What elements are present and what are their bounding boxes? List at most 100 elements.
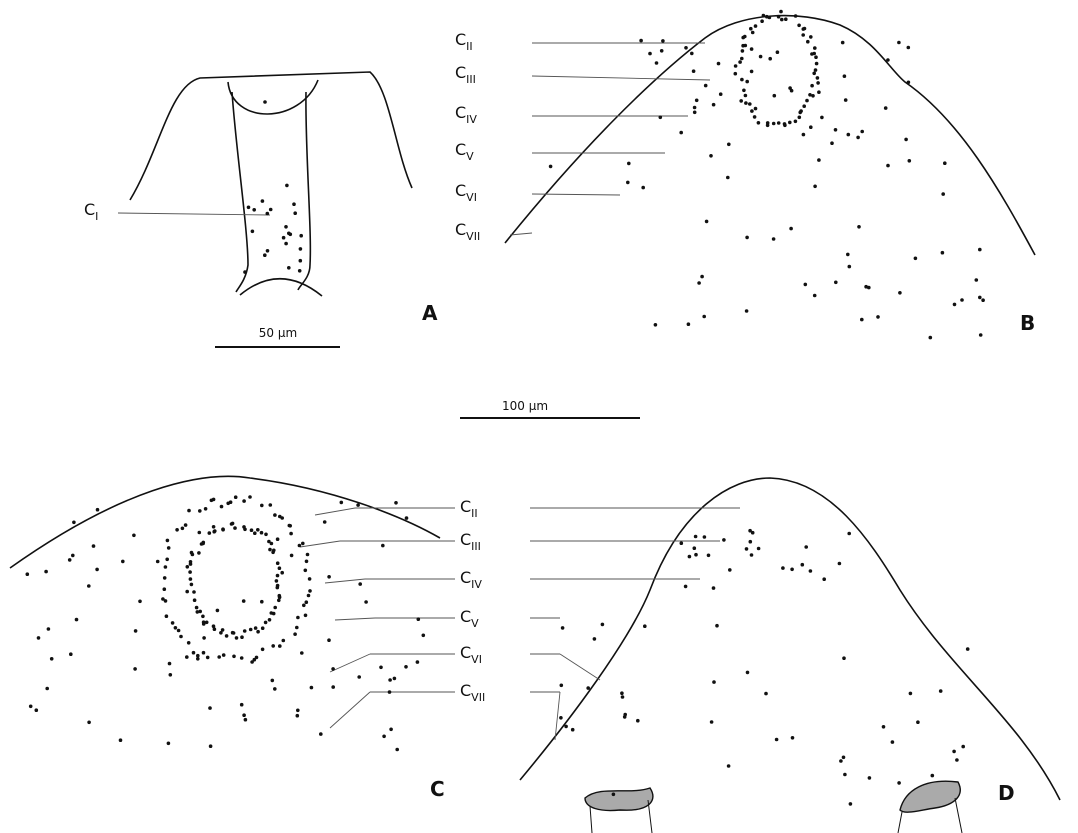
dot	[323, 520, 327, 524]
dot	[728, 568, 732, 572]
dot	[273, 606, 277, 610]
dot	[190, 583, 194, 587]
label-sub: III	[471, 540, 481, 553]
dot	[857, 225, 861, 229]
dot	[231, 631, 235, 635]
dot	[306, 553, 310, 557]
dot	[193, 598, 197, 602]
dot	[776, 50, 780, 54]
outline-a-arc	[240, 279, 322, 296]
dot	[364, 600, 368, 604]
dot	[745, 80, 749, 84]
dot	[816, 76, 820, 80]
dot	[235, 636, 239, 640]
dot	[268, 548, 272, 552]
dot	[654, 323, 658, 327]
dot	[688, 555, 692, 559]
dot	[693, 106, 697, 110]
dot	[204, 507, 208, 511]
dot	[356, 503, 360, 507]
dot	[133, 667, 137, 671]
dot	[812, 52, 816, 56]
label-sub: I	[95, 210, 98, 223]
dot	[794, 14, 798, 18]
outline-d	[520, 478, 1060, 800]
dot	[232, 655, 236, 659]
dot	[191, 553, 195, 557]
dot	[271, 679, 275, 683]
dot	[898, 291, 902, 295]
dot	[302, 604, 306, 608]
dot	[206, 656, 210, 660]
dot	[307, 594, 311, 598]
dot	[280, 516, 284, 520]
dot	[278, 595, 282, 599]
dot	[775, 738, 779, 742]
dot	[264, 621, 268, 625]
dot	[907, 46, 911, 50]
dot	[284, 225, 288, 229]
leader-line	[315, 508, 355, 515]
dot	[848, 265, 852, 269]
dot	[703, 535, 707, 539]
dot	[842, 756, 846, 760]
dot	[288, 524, 292, 528]
dot	[788, 121, 792, 125]
dot	[327, 575, 331, 579]
dot	[953, 303, 957, 307]
dot	[161, 597, 165, 601]
label: CII	[460, 497, 478, 520]
outline-a-bowl	[228, 80, 318, 114]
dot	[726, 176, 730, 180]
dot	[192, 590, 196, 594]
dot	[754, 24, 758, 28]
dot	[809, 569, 813, 573]
dot	[564, 725, 568, 729]
label-main: C	[455, 30, 466, 49]
dot	[260, 531, 264, 535]
dot	[243, 528, 247, 532]
label: CVI	[460, 643, 482, 666]
dot	[273, 687, 277, 691]
label-sub: II	[471, 507, 478, 520]
dot	[740, 78, 744, 82]
dot	[71, 554, 75, 558]
dot	[798, 111, 802, 115]
dot	[943, 161, 947, 165]
dot	[860, 318, 864, 322]
dot	[704, 84, 708, 88]
label-main: C	[455, 220, 466, 239]
dot	[745, 309, 749, 313]
dot	[276, 574, 280, 578]
dot	[817, 158, 821, 162]
dot	[659, 116, 663, 120]
dot	[250, 660, 254, 664]
dot	[891, 740, 895, 744]
dot	[734, 64, 738, 68]
dot	[717, 62, 721, 66]
dot	[834, 128, 838, 132]
dot	[250, 528, 254, 532]
dot	[941, 251, 945, 255]
figure: 50 µm A B 100 µm C D CICIICIIICIVCVCVICV…	[0, 0, 1078, 833]
dot	[908, 159, 912, 163]
dot	[290, 554, 294, 558]
label: CII	[455, 30, 473, 53]
dot	[310, 686, 314, 690]
dot	[838, 562, 842, 566]
dot	[164, 565, 168, 569]
dot	[830, 141, 834, 145]
dot	[213, 529, 217, 533]
dot	[979, 333, 983, 337]
dot	[171, 621, 175, 625]
dot	[271, 551, 275, 555]
dot	[202, 651, 206, 655]
dot	[72, 521, 76, 525]
label-main: C	[455, 181, 466, 200]
dot	[639, 39, 643, 43]
dot	[266, 212, 270, 216]
dot	[904, 138, 908, 142]
dot	[225, 634, 229, 638]
dot	[813, 46, 817, 50]
dot	[252, 208, 256, 212]
